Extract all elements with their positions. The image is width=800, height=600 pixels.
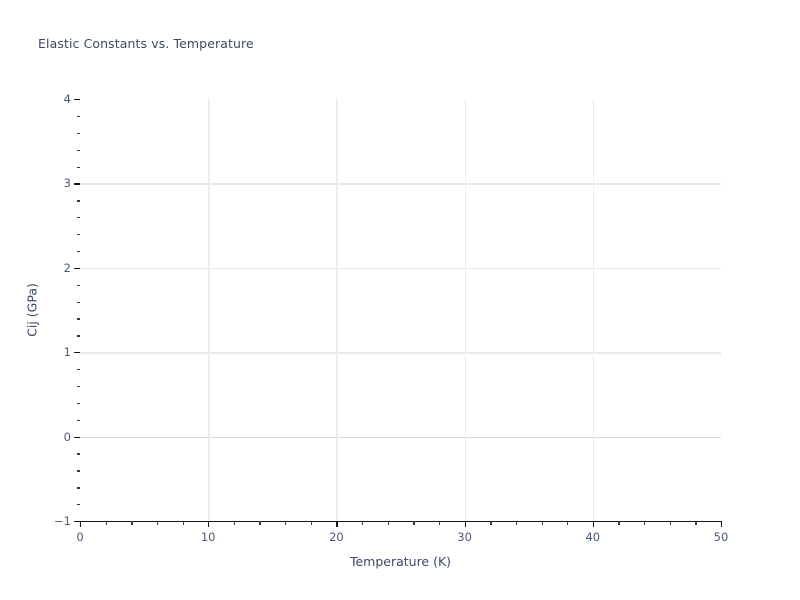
y-tick-major: [74, 521, 80, 523]
y-tick-minor: [76, 369, 80, 371]
x-tick-minor: [387, 521, 389, 525]
y-tick-major: [74, 436, 80, 438]
x-tick-label: 30: [457, 530, 472, 544]
y-tick-minor: [76, 318, 80, 320]
x-tick-minor: [182, 521, 184, 525]
x-tick-minor: [285, 521, 287, 525]
x-tick-label: 40: [585, 530, 601, 544]
x-tick-minor: [567, 521, 569, 525]
x-tick-label: 50: [713, 530, 729, 544]
x-tick-minor: [131, 521, 133, 525]
y-tick-minor: [76, 149, 80, 151]
y-tick-major: [74, 183, 80, 185]
y-tick-minor: [76, 200, 80, 202]
y-tick-minor: [76, 335, 80, 337]
y-tick-minor: [76, 217, 80, 219]
y-tick-minor: [76, 385, 80, 388]
gridline-vertical: [464, 99, 466, 521]
y-tick-minor: [76, 166, 80, 168]
y-tick-major: [74, 352, 80, 354]
x-tick-major: [336, 521, 338, 527]
x-tick-major: [464, 521, 466, 527]
x-tick-minor: [156, 521, 159, 525]
y-tick-minor: [76, 402, 80, 405]
x-tick-major: [592, 521, 595, 527]
x-axis-spine: [80, 520, 722, 522]
x-tick-minor: [541, 521, 543, 525]
y-tick-minor: [76, 470, 80, 472]
x-tick-minor: [259, 521, 261, 525]
x-tick-minor: [362, 521, 364, 525]
gridline-vertical: [336, 99, 338, 521]
y-tick-label: 3: [63, 176, 71, 191]
y-tick-minor: [76, 419, 80, 422]
x-tick-minor: [618, 521, 620, 525]
y-tick-label: −1: [54, 514, 71, 528]
y-tick-label: 4: [63, 92, 71, 106]
x-tick-minor: [515, 521, 518, 525]
x-tick-minor: [438, 521, 441, 525]
y-tick-minor: [76, 250, 80, 253]
y-tick-minor: [76, 487, 80, 489]
x-tick-minor: [695, 521, 697, 525]
y-tick-label: 0: [63, 429, 71, 444]
gridline-horizontal: [80, 267, 721, 270]
gridline-horizontal: [80, 352, 721, 354]
x-tick-major: [721, 521, 723, 527]
y-axis-title-text: Cij (GPa): [24, 283, 40, 337]
plot-area: −1 0 1 2 3 4 0 10 20 30 40 50: [54, 92, 728, 544]
x-tick-minor: [644, 521, 646, 525]
chart-title: Elastic Constants vs. Temperature: [38, 36, 254, 51]
y-tick-minor: [76, 504, 80, 506]
x-tick-major: [208, 521, 210, 527]
x-tick-minor: [105, 521, 107, 525]
y-axis-title: Cij (GPa): [22, 99, 42, 521]
y-tick-major: [74, 267, 80, 270]
y-tick-major: [74, 99, 80, 101]
gridline-horizontal: [80, 436, 721, 438]
y-tick-minor: [76, 234, 80, 236]
data-series-layer: [80, 99, 721, 521]
gridline-vertical: [592, 99, 595, 521]
y-tick-label: 2: [63, 260, 71, 275]
x-tick-minor: [413, 521, 415, 525]
y-tick-minor: [76, 301, 80, 303]
x-tick-minor: [233, 521, 236, 525]
gridline-horizontal: [80, 183, 721, 185]
x-tick-minor: [490, 521, 492, 525]
x-axis-title: Temperature (K): [349, 554, 452, 569]
x-tick-label: 0: [76, 530, 84, 544]
x-tick-minor: [669, 521, 672, 525]
x-tick-label: 20: [329, 530, 344, 544]
y-tick-minor: [76, 453, 80, 455]
y-tick-minor: [76, 115, 80, 118]
y-tick-label: 1: [63, 345, 71, 360]
x-tick-label: 10: [200, 530, 216, 544]
y-tick-minor: [76, 284, 80, 286]
x-tick-minor: [310, 521, 313, 525]
gridline-vertical: [208, 99, 210, 521]
x-tick-major: [80, 521, 82, 527]
y-tick-minor: [76, 132, 80, 135]
